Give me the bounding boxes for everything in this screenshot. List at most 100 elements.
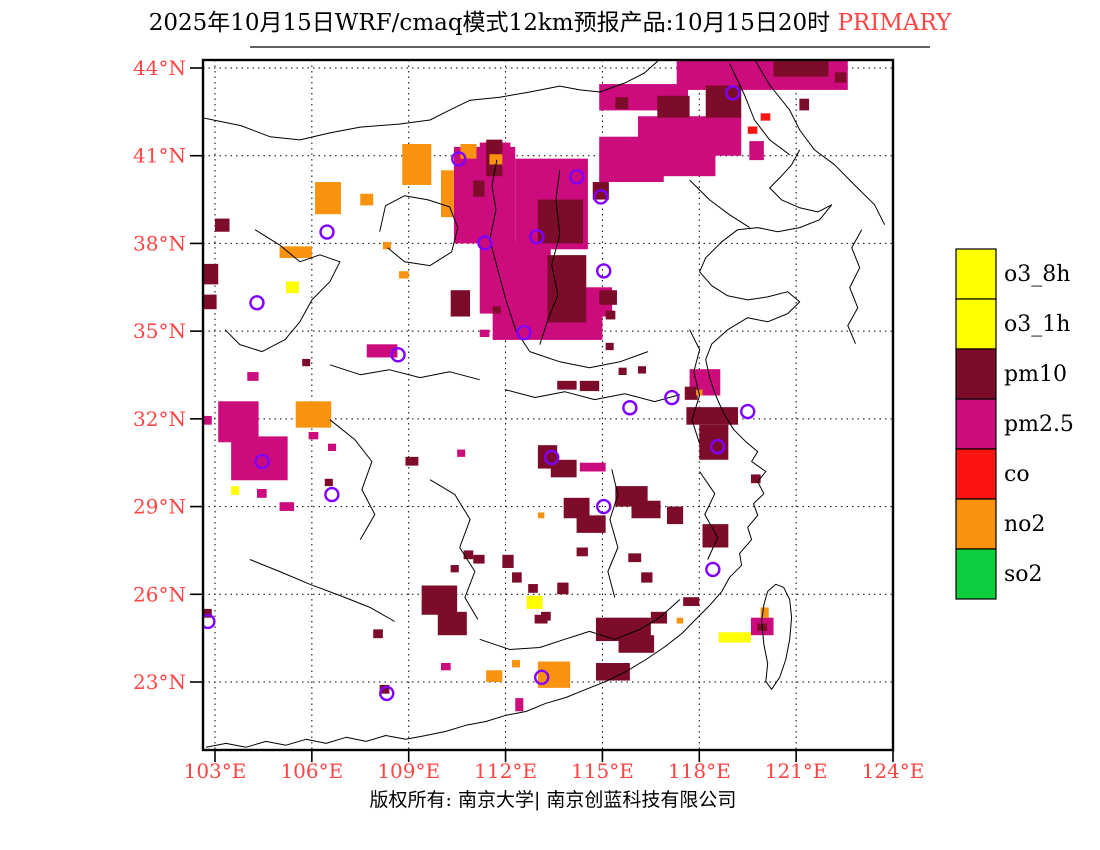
boundary-line bbox=[529, 351, 649, 369]
boundary-line bbox=[329, 419, 376, 540]
cell-o3 bbox=[526, 595, 543, 609]
city-marker-circle bbox=[596, 263, 612, 279]
cell-pm2.5 bbox=[203, 415, 212, 425]
cell-pm10 bbox=[557, 380, 577, 390]
cell-pm10 bbox=[641, 572, 653, 583]
cell-pm10 bbox=[615, 97, 629, 109]
boundary-line bbox=[379, 195, 459, 267]
cell-pm2.5 bbox=[279, 502, 295, 511]
cell-pm2.5 bbox=[308, 432, 319, 440]
boundary-line bbox=[754, 60, 886, 225]
cell-pm10 bbox=[379, 684, 390, 694]
cell-pm10 bbox=[537, 199, 584, 244]
cell-pm10 bbox=[605, 310, 616, 320]
cell-pm10 bbox=[657, 95, 690, 118]
legend-swatch-o3_1h bbox=[955, 298, 997, 350]
cell-pm10 bbox=[667, 506, 684, 525]
legend-swatch-so2 bbox=[955, 548, 997, 600]
lat-tick-label: 26°N bbox=[133, 582, 186, 606]
cell-pm2.5 bbox=[479, 329, 490, 337]
cell-pm2.5 bbox=[749, 141, 764, 161]
city-marker-circle bbox=[203, 613, 216, 630]
lon-tick-label: 115°E bbox=[571, 759, 634, 783]
cell-pm10 bbox=[605, 342, 614, 351]
city-marker-circle bbox=[451, 151, 467, 167]
lat-tick-label: 32°N bbox=[133, 407, 186, 431]
cell-pm10 bbox=[302, 358, 311, 367]
page-title: 2025年10月15日WRF/cmaq模式12km预报产品:10月15日20时 … bbox=[149, 10, 952, 36]
boundary-line bbox=[479, 599, 681, 650]
cell-pm10 bbox=[492, 306, 501, 314]
cell-pm10 bbox=[203, 608, 212, 618]
cell-pm10 bbox=[599, 290, 617, 305]
cell-pm10 bbox=[215, 218, 230, 232]
cell-no2 bbox=[489, 154, 503, 165]
cell-no2 bbox=[399, 271, 409, 279]
cell-no2 bbox=[512, 660, 521, 668]
legend-label-o3_1h: o3_1h bbox=[1004, 312, 1070, 337]
city-marker-circle bbox=[596, 498, 612, 515]
city-marker-circle bbox=[529, 229, 545, 245]
cell-no2 bbox=[315, 182, 341, 215]
city-marker-circle bbox=[249, 295, 265, 311]
cell-o3 bbox=[286, 281, 299, 294]
lat-tick-label: 44°N bbox=[133, 56, 186, 80]
cell-pm10 bbox=[683, 597, 700, 606]
city-marker-circle bbox=[725, 85, 741, 101]
boundary-line bbox=[699, 471, 719, 560]
lat-tick-label: 23°N bbox=[133, 670, 186, 694]
cell-pm10 bbox=[686, 407, 739, 425]
cell-pm2.5 bbox=[641, 146, 716, 177]
cell-pm10 bbox=[421, 585, 458, 615]
cell-pm2.5 bbox=[231, 436, 288, 481]
cell-pm10 bbox=[437, 611, 467, 636]
legend-swatch-co bbox=[955, 448, 997, 500]
boundary-line bbox=[329, 364, 480, 381]
city-marker-circle bbox=[379, 685, 395, 702]
cell-pm10 bbox=[773, 60, 829, 77]
cell-pm2.5 bbox=[441, 662, 451, 671]
city-marker-circle bbox=[516, 324, 532, 341]
city-marker-circle bbox=[319, 224, 335, 240]
city-marker-circle bbox=[709, 438, 726, 455]
cell-o3 bbox=[718, 632, 751, 643]
legend-label-co: co bbox=[1004, 462, 1030, 487]
cell-pm2.5 bbox=[256, 489, 267, 498]
boundary-line bbox=[761, 583, 793, 690]
cell-pm10 bbox=[473, 554, 485, 564]
cell-pm2.5 bbox=[479, 241, 551, 314]
boundary-line bbox=[729, 63, 790, 156]
pollutant-cells bbox=[203, 60, 848, 712]
cell-no2 bbox=[402, 144, 432, 185]
cell-pm2.5 bbox=[328, 443, 337, 452]
boundary-line bbox=[205, 149, 833, 748]
cell-co bbox=[760, 113, 771, 121]
cell-pm2.5 bbox=[218, 401, 259, 443]
boundary-line bbox=[203, 60, 660, 141]
city-marker-circle bbox=[622, 400, 638, 416]
lon-tick-label: 124°E bbox=[862, 759, 925, 783]
cell-no2 bbox=[760, 607, 769, 618]
cell-pm10 bbox=[547, 255, 587, 323]
cell-pm10 bbox=[702, 524, 729, 548]
cell-pm10 bbox=[373, 629, 383, 639]
lon-tick-label: 112°E bbox=[474, 759, 537, 783]
cell-pm10 bbox=[705, 85, 742, 118]
cell-pm10 bbox=[557, 582, 569, 595]
cell-no2 bbox=[441, 170, 454, 218]
cell-pm2.5 bbox=[457, 449, 466, 457]
lon-tick-label: 121°E bbox=[765, 759, 828, 783]
cell-pm10 bbox=[405, 456, 419, 466]
city-marker-circle bbox=[254, 453, 270, 470]
cell-pm10 bbox=[637, 366, 647, 374]
cell-no2 bbox=[295, 401, 332, 428]
cell-o3 bbox=[231, 486, 240, 495]
cell-no2 bbox=[382, 241, 391, 250]
boundary-line bbox=[249, 559, 396, 622]
lat-tick-label: 38°N bbox=[133, 231, 186, 255]
city-marker-circle bbox=[534, 669, 550, 686]
cell-pm10 bbox=[631, 500, 661, 519]
copyright: 版权所有: 南京大学| 南京创蓝科技有限公司 bbox=[370, 789, 737, 811]
map-boundaries bbox=[203, 60, 886, 748]
